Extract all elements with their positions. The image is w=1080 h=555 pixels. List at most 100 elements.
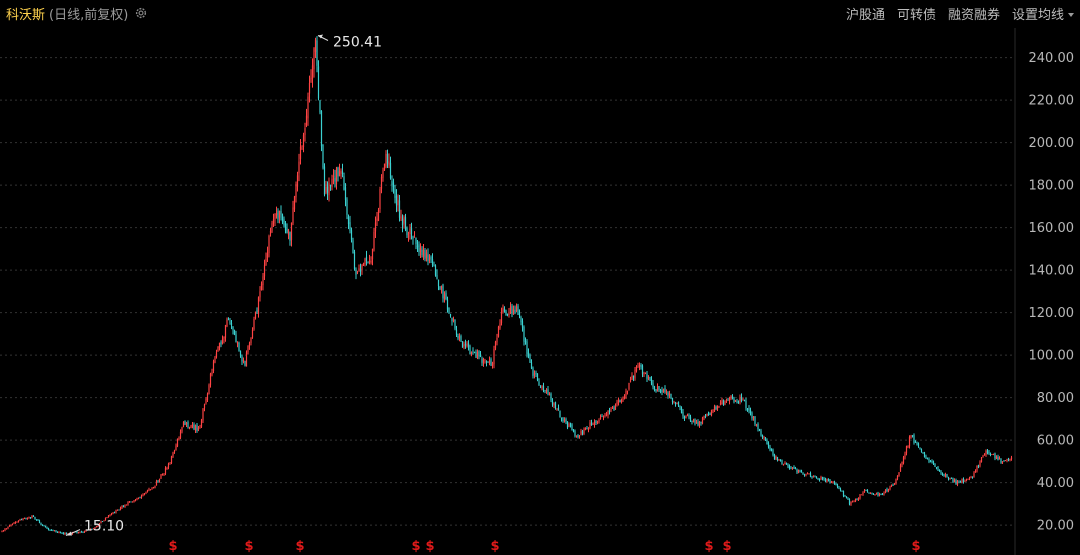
candle-body: [956, 481, 959, 485]
candle-body: [527, 352, 530, 356]
candle-body: [500, 312, 503, 324]
candle-body: [506, 313, 509, 316]
candle-body: [604, 414, 606, 417]
dividend-marker: $: [411, 539, 420, 554]
candle-body: [400, 216, 402, 220]
candle-body: [536, 373, 539, 381]
candle-body: [817, 477, 819, 480]
candle-body: [674, 402, 677, 405]
candle-body: [748, 407, 750, 411]
candle-body: [424, 250, 426, 259]
candle-body: [871, 492, 873, 494]
candle-body: [4, 528, 6, 531]
candle-body: [713, 406, 716, 412]
candle-body: [350, 230, 353, 240]
candle-body: [224, 325, 227, 338]
candle-body: [2, 530, 5, 532]
candle-body: [169, 463, 171, 465]
candle-body: [737, 402, 740, 403]
max-arrow: [318, 34, 323, 39]
candle-body: [889, 487, 891, 490]
candle-body: [109, 514, 111, 516]
candle-body: [152, 487, 155, 489]
candle-body: [394, 189, 396, 198]
candle-body: [830, 481, 833, 483]
candle-body: [689, 416, 692, 422]
gear-icon[interactable]: [134, 6, 148, 20]
candle-body: [454, 319, 456, 329]
candle-body: [479, 354, 482, 358]
candle-body: [353, 252, 356, 269]
candle-body: [515, 307, 518, 311]
candle-body: [361, 264, 363, 270]
candle-body: [179, 431, 182, 438]
candle-body: [149, 489, 152, 491]
candle-body: [965, 480, 968, 481]
candle-body: [475, 351, 477, 358]
dividend-marker: $: [295, 539, 304, 554]
candle-body: [409, 228, 411, 235]
menu-hsgt[interactable]: 沪股通: [845, 7, 885, 23]
candle-body: [583, 429, 585, 435]
chart-header: 科沃斯 (日线,前复权): [6, 3, 148, 23]
candle-body: [878, 494, 881, 496]
candle-body: [172, 452, 174, 457]
candle-body: [140, 495, 143, 498]
candle-body: [442, 284, 444, 299]
candle-body: [653, 386, 656, 390]
candle-body: [295, 184, 297, 198]
candle-body: [146, 489, 149, 492]
candle-body: [758, 429, 761, 431]
candle-body: [226, 319, 228, 327]
candle-body: [148, 489, 150, 491]
candle-body: [16, 521, 18, 523]
candle-body: [733, 398, 735, 402]
candle-body: [763, 437, 765, 439]
candle-body: [481, 358, 483, 363]
candle-body: [112, 512, 114, 514]
candle-body: [257, 297, 260, 314]
candle-body: [205, 398, 207, 404]
candle-body: [106, 517, 108, 519]
candle-body: [448, 307, 450, 314]
candle-body: [841, 490, 843, 492]
candle-body: [593, 421, 596, 426]
candle-body: [244, 360, 246, 366]
candle-body: [971, 476, 974, 478]
candle-body: [854, 498, 857, 502]
candle-body: [313, 48, 315, 70]
menu-margin-trading[interactable]: 融资融券: [947, 7, 1000, 23]
candle-body: [7, 526, 9, 529]
candle-body: [623, 395, 626, 398]
candle-body: [380, 177, 383, 189]
candle-body: [785, 463, 788, 465]
candle-body: [556, 408, 558, 410]
candle-body: [685, 416, 687, 419]
candle-body: [199, 426, 201, 428]
candle-body: [977, 465, 980, 467]
candle-body: [700, 421, 702, 424]
candle-body: [254, 311, 257, 319]
candle-body: [625, 391, 627, 397]
candle-body: [712, 410, 714, 412]
candle-body: [866, 490, 869, 493]
candle-body: [268, 235, 270, 254]
candle-body: [194, 425, 197, 431]
menu-set-ma[interactable]: 设置均线: [1012, 4, 1074, 23]
candle-body: [908, 436, 911, 447]
candle-body: [142, 494, 144, 496]
candle-body: [788, 466, 791, 469]
candle-body: [521, 321, 524, 328]
candle-body: [902, 457, 905, 463]
candle-body: [413, 237, 416, 238]
candle-body: [202, 408, 204, 421]
candle-body: [787, 464, 789, 467]
menu-convertible-bond[interactable]: 可转债: [896, 7, 936, 23]
candle-body: [920, 449, 923, 453]
candle-body: [833, 481, 836, 485]
candle-body: [167, 463, 170, 468]
candle-body: [913, 435, 915, 443]
candle-body: [929, 461, 932, 462]
candle-body: [728, 397, 731, 402]
